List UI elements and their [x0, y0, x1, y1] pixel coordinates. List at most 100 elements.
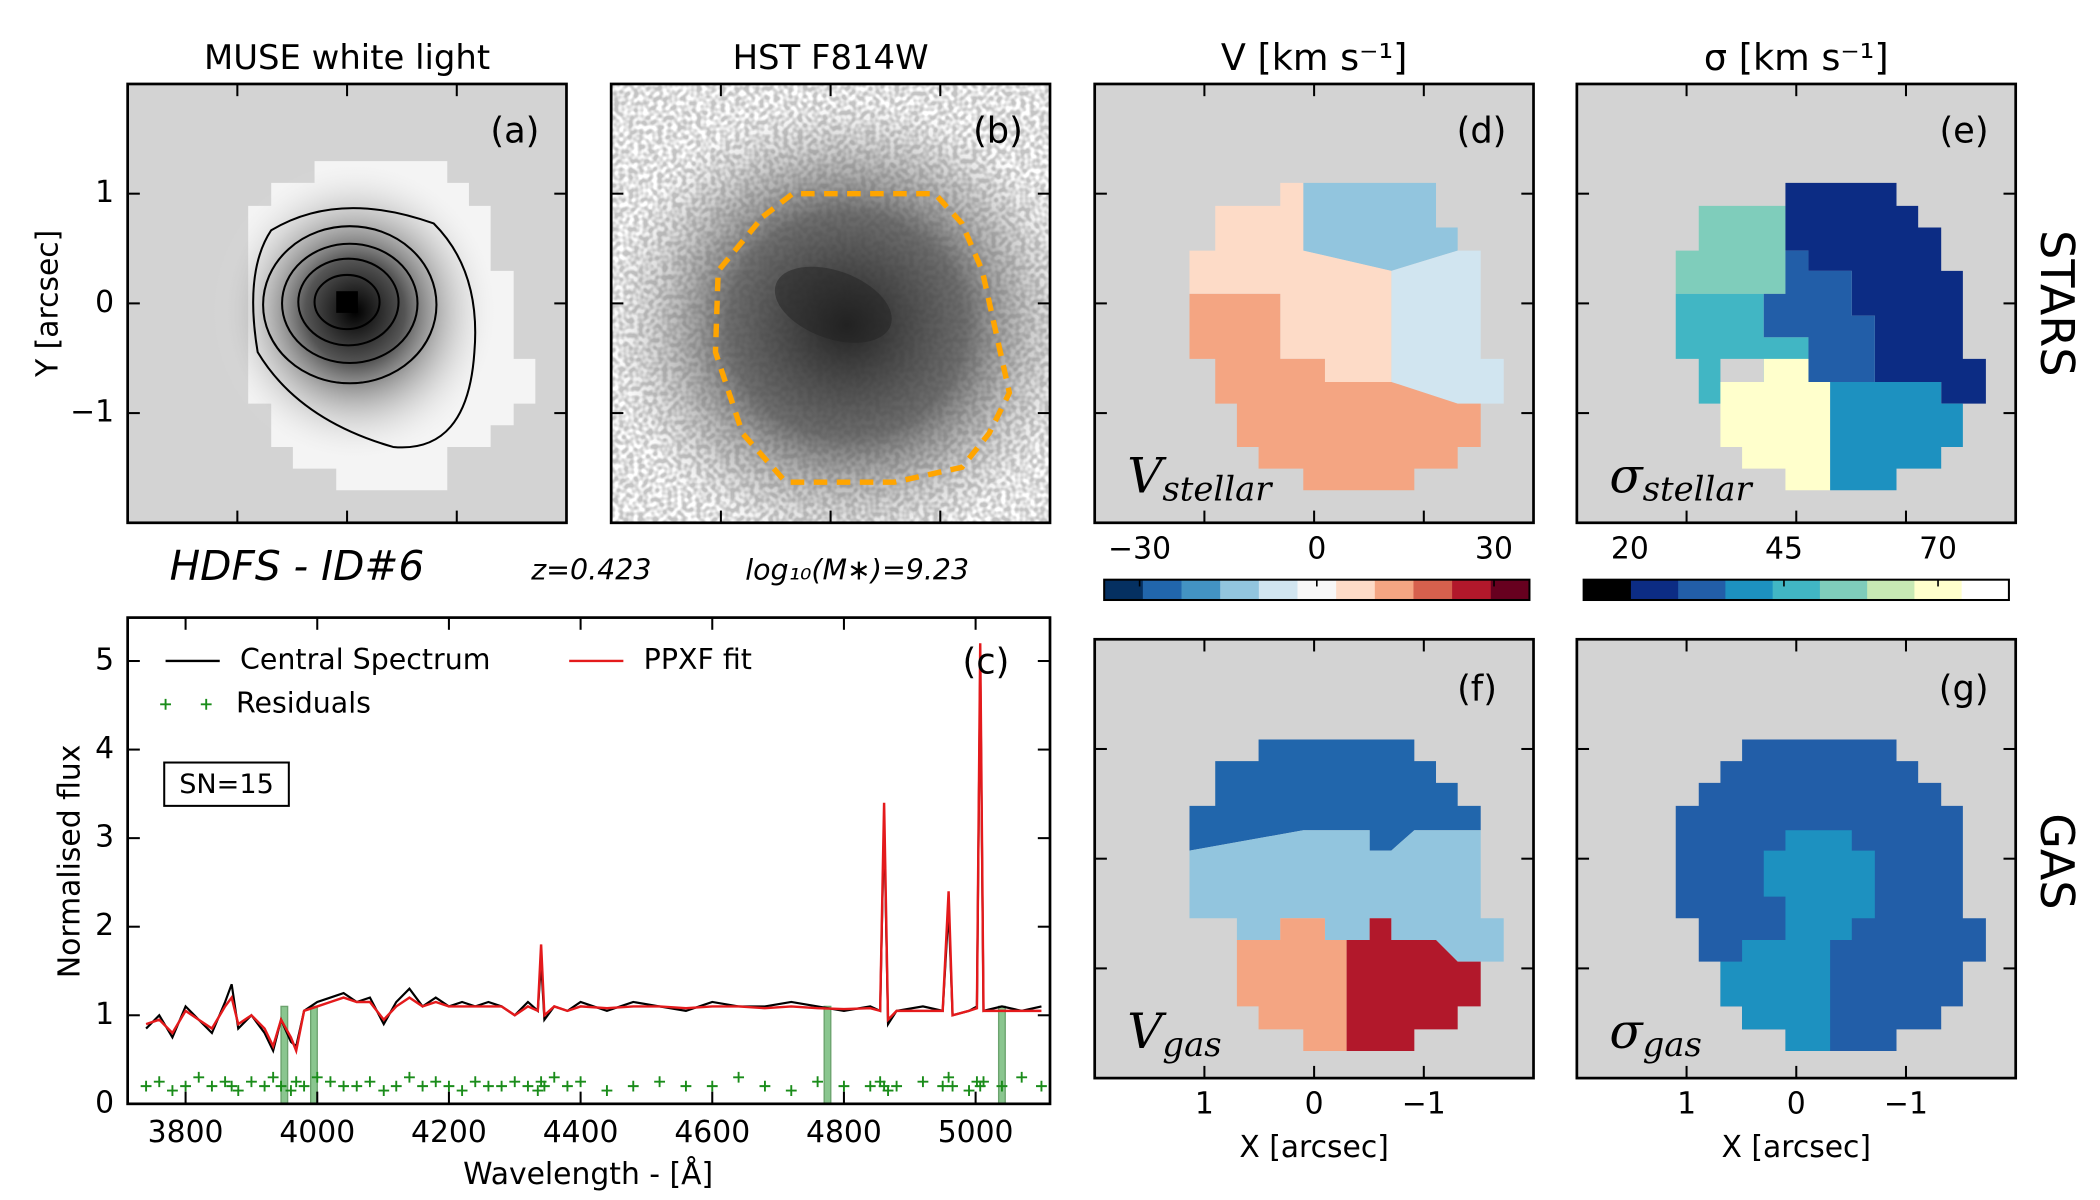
label-symbol: σ: [1609, 448, 1644, 504]
panel-annotation: (a): [490, 111, 539, 152]
residual-marker: [338, 1080, 350, 1092]
colorbar-segment: [1374, 579, 1415, 600]
residual-marker: [167, 1085, 178, 1096]
map-region: [1391, 250, 1504, 404]
colorbar-tick-label: 30: [1475, 531, 1513, 566]
y-axis-label: Y [arcsec]: [31, 230, 66, 378]
label-symbol: σ: [1609, 1003, 1644, 1059]
residual-marker: [219, 1076, 231, 1088]
residual-marker: [180, 1080, 192, 1092]
panel-frame: [126, 616, 1052, 1106]
colorbar-segment: [1630, 579, 1679, 600]
panel-title: σ [km s⁻¹]: [1704, 36, 1889, 79]
colorbar-segment: [1867, 579, 1916, 600]
residual-marker: [891, 1080, 903, 1092]
residual-marker: [963, 1085, 975, 1096]
residual-marker: [232, 1085, 244, 1096]
x-axis-label: X [arcsec]: [1722, 1130, 1872, 1165]
residual-marker: [483, 1080, 494, 1092]
row-label: GAS: [2030, 813, 2084, 909]
residual-marker: [1016, 1071, 1028, 1083]
residual-marker: [259, 1080, 271, 1092]
x-tick-label: 1: [1195, 1087, 1214, 1122]
y-axis-label: Normalised flux: [52, 745, 87, 979]
colorbar-segment: [1678, 579, 1727, 600]
spectrum-line: [145, 660, 1042, 1054]
masked-region: [309, 1005, 318, 1105]
colorbar-segment: [1961, 579, 2010, 600]
residual-marker: [601, 1085, 613, 1096]
residual-marker: [1036, 1080, 1047, 1092]
residual-marker: [882, 1085, 894, 1096]
map-region: [1346, 918, 1481, 1052]
residual-marker: [456, 1085, 468, 1096]
y-tick-label: 1: [95, 997, 114, 1032]
residual-marker: [364, 1076, 376, 1088]
residual-marker: [275, 1080, 287, 1092]
colorbar-segment: [1258, 579, 1299, 600]
legend-label: Residuals: [236, 686, 371, 719]
panel-e: (e): [1575, 82, 2018, 525]
legend-label: Central Spectrum: [240, 643, 490, 676]
residual-marker: [785, 1085, 797, 1096]
residual-marker: [522, 1080, 534, 1092]
residual-marker: [943, 1071, 955, 1083]
residual-marker: [390, 1080, 402, 1092]
contours: [252, 207, 477, 449]
x-tick-label: 4800: [806, 1115, 882, 1150]
residual-marker: [733, 1071, 745, 1083]
colorbar-frame: [1582, 578, 2010, 602]
image-peak: [336, 291, 358, 313]
colorbar-segment: [1819, 579, 1868, 600]
residual-marker: [996, 1080, 1008, 1092]
residual-marker: [311, 1071, 323, 1083]
y-tick-label: 2: [95, 908, 114, 943]
sn-box: [163, 761, 290, 807]
x-tick-label: 4000: [279, 1115, 355, 1150]
colorbar-segment: [1413, 579, 1453, 600]
x-tick-label: 3800: [148, 1115, 224, 1150]
colorbar-segment: [1220, 579, 1260, 600]
map-region: [1720, 830, 1875, 1052]
y-tick-label: 1: [95, 175, 114, 210]
map-region: [1303, 182, 1458, 271]
x-tick-label: −1: [1884, 1087, 1928, 1122]
colorbar-tick-label: 0: [1307, 531, 1326, 566]
label-symbol: V: [1127, 1003, 1167, 1059]
legend-swatch: [200, 698, 212, 710]
legend-swatch: [160, 698, 171, 710]
redshift: z=0.423: [530, 554, 651, 587]
x-tick-label: 0: [1305, 1087, 1324, 1122]
x-tick-label: −1: [1402, 1087, 1446, 1122]
residual-marker: [937, 1080, 949, 1092]
map-region: [1189, 830, 1504, 962]
label-subscript: stellar: [1643, 470, 1754, 509]
panel-annotation: (b): [973, 111, 1023, 152]
residual-marker: [153, 1076, 165, 1088]
colorbar-tick-label: −30: [1108, 531, 1171, 566]
spectrum-plot: Central Spectrum PPXF fit Residuals: [127, 617, 1050, 1105]
residual-marker: [759, 1080, 771, 1092]
y-tick-label: 4: [95, 731, 114, 766]
residual-marker: [285, 1085, 297, 1096]
colorbar-segment: [1142, 579, 1183, 600]
spectrum-line: [145, 643, 1042, 1055]
residual-marker: [654, 1076, 666, 1088]
y-tick-label: 3: [95, 820, 114, 855]
aperture: [712, 190, 1013, 485]
legend-label: PPXF fit: [644, 643, 752, 676]
x-tick-label: 1: [1677, 1087, 1696, 1122]
residual-marker: [978, 1076, 989, 1088]
residual-marker: [548, 1071, 560, 1083]
row-label: STARS: [2030, 230, 2084, 376]
residual-marker: [496, 1080, 508, 1092]
map-region: [1785, 182, 1986, 404]
residual-marker: [706, 1080, 718, 1092]
panel-title: HST F814W: [733, 38, 929, 77]
map-region: [1189, 739, 1481, 851]
colorbar-segment: [1490, 579, 1531, 600]
map-label: σstellar: [1609, 448, 1753, 509]
stellar-mass: log₁₀(M∗)=9.23: [745, 554, 969, 587]
map-region: [1830, 381, 1963, 491]
